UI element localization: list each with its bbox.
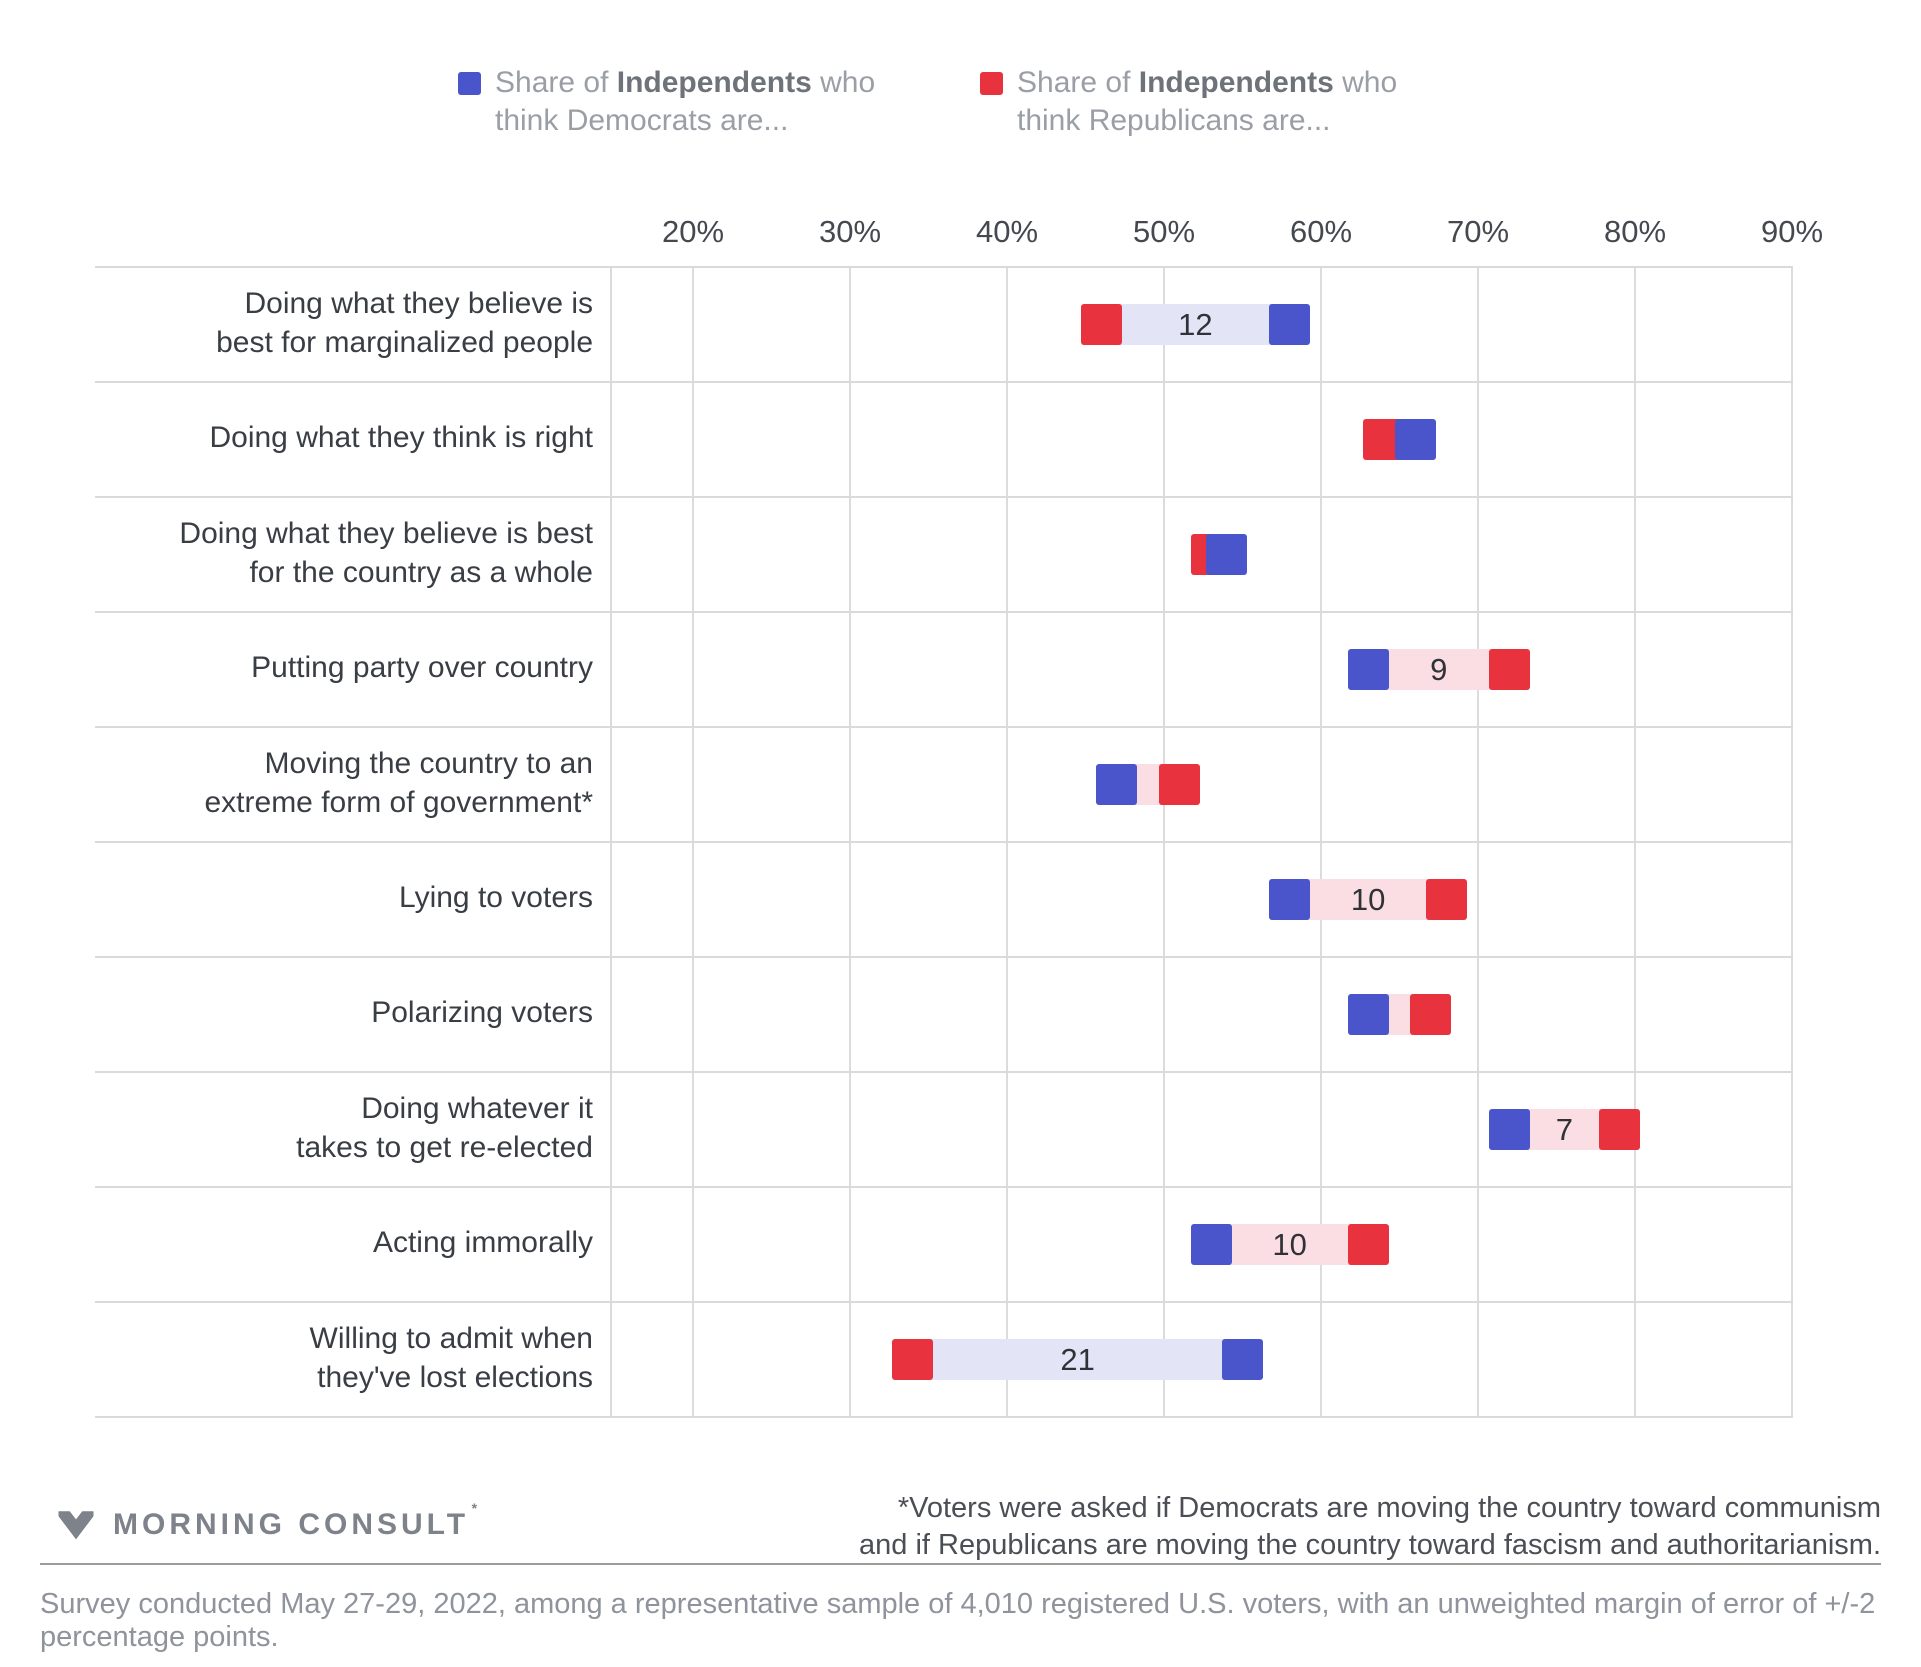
x-axis-tick-label: 90% (1760, 214, 1824, 249)
republicans-marker (892, 1339, 934, 1380)
gap-band (912, 1339, 1243, 1380)
category-label: Acting immorally (95, 1223, 593, 1262)
category-label: Doing whatever it takes to get re-elected (95, 1089, 593, 1167)
legend-item-democrats: Share of Independents who think Democrat… (458, 64, 875, 140)
morning-consult-m-icon (58, 1511, 94, 1540)
survey-note: Survey conducted May 27-29, 2022, among … (40, 1588, 1876, 1653)
legend-rep-bold: Independents (1138, 66, 1334, 99)
category-label-line: best for marginalized people (216, 325, 593, 359)
democrats-marker (1190, 1224, 1232, 1265)
category-label-line: Doing whatever it (361, 1091, 593, 1125)
row-separator (95, 956, 1793, 958)
category-label-line: they've lost elections (317, 1360, 593, 1394)
row-separator (95, 841, 1793, 843)
gap-value-label: 21 (1060, 1342, 1095, 1377)
republicans-marker (1159, 764, 1201, 805)
legend-dem-bold: Independents (616, 66, 812, 99)
category-label-line: takes to get re-elected (296, 1130, 593, 1164)
row-separator (95, 266, 1793, 268)
gap-band (1101, 304, 1290, 345)
gap-band (1368, 649, 1510, 690)
category-label-line: Lying to voters (399, 881, 593, 914)
category-label-line: Doing what they believe is (244, 286, 593, 320)
category-label: Doing what they think is right (95, 418, 593, 457)
category-label: Doing what they believe is best for margi… (95, 284, 593, 362)
republicans-marker (1410, 994, 1452, 1035)
democrats-marker (1096, 764, 1138, 805)
democrats-marker (1347, 649, 1389, 690)
democrats-marker (1222, 1339, 1263, 1380)
legend-rep-prefix: Share of (1017, 66, 1139, 99)
x-axis-tick-label: 70% (1446, 214, 1510, 249)
republicans-marker (1598, 1109, 1640, 1150)
legend-dem-line2: think Democrats are... (495, 104, 789, 137)
category-label: Moving the country to an extreme form of … (95, 744, 594, 822)
gap-band (1211, 1224, 1369, 1265)
row-separator (95, 381, 1793, 383)
democrats-marker (1394, 419, 1436, 460)
category-label: Doing what they believe is best for the c… (95, 514, 593, 592)
republicans-marker (1080, 304, 1122, 345)
chart-footnote: *Voters were asked if Democrats are movi… (859, 1490, 1881, 1564)
row-separator (95, 1186, 1793, 1188)
category-label-line: Putting party over country (251, 651, 593, 684)
footnote-line1: *Voters were asked if Democrats are movi… (897, 1492, 1881, 1524)
legend-rep-line2: think Republicans are... (1017, 104, 1331, 137)
x-axis-tick-label: 20% (661, 214, 725, 249)
category-label-line: extreme form of government* (204, 785, 594, 819)
gap-value-label: 7 (1555, 1112, 1573, 1147)
x-axis-tick-label: 40% (975, 214, 1039, 249)
footer-divider (40, 1563, 1881, 1565)
gap-value-label: 9 (1430, 652, 1448, 687)
category-label-line: Polarizing voters (371, 996, 593, 1029)
legend-rep-suffix: who (1333, 66, 1398, 99)
category-label: Lying to voters (95, 878, 593, 917)
gap-value-label: 10 (1350, 882, 1386, 917)
republicans-marker (1426, 879, 1468, 920)
category-label-line: for the country as a whole (249, 555, 593, 589)
category-label-line: Moving the country to an (264, 746, 593, 780)
category-label: Polarizing voters (95, 993, 593, 1032)
category-label-line: Willing to admit when (309, 1321, 593, 1355)
row-separator (95, 1301, 1793, 1303)
legend-dem-suffix: who (811, 66, 876, 99)
row-separator (95, 1071, 1793, 1073)
democrats-marker (1269, 879, 1311, 920)
gap-band (1289, 879, 1447, 920)
gap-value-label: 10 (1272, 1227, 1307, 1262)
democrats-marker (1206, 534, 1248, 575)
logo-text: MORNING CONSULT * (113, 1500, 482, 1541)
democrats-marker (1347, 994, 1389, 1035)
x-axis-tick-label: 60% (1289, 214, 1353, 249)
category-label-line: Doing what they think is right (209, 421, 593, 454)
democrats-swatch (458, 72, 481, 95)
morning-consult-logo: MORNING CONSULT * (55, 1500, 482, 1545)
row-separator (95, 726, 1793, 728)
republicans-marker (1347, 1224, 1389, 1265)
legend-item-republicans: Share of Independents who think Republic… (980, 64, 1397, 140)
republicans-marker (1488, 649, 1530, 690)
democrats-marker (1488, 1109, 1530, 1150)
legend-democrats-text: Share of Independents who think Democrat… (495, 64, 875, 140)
row-separator (95, 611, 1793, 613)
republicans-swatch (980, 72, 1003, 95)
x-axis-tick-label: 50% (1132, 214, 1196, 249)
gap-value-label: 12 (1178, 307, 1213, 342)
legend-dem-prefix: Share of (495, 66, 617, 99)
x-axis-tick-label: 80% (1603, 214, 1667, 249)
category-label-line: Acting immorally (372, 1226, 593, 1259)
row-separator (95, 1416, 1793, 1418)
x-axis-tick-label: 30% (818, 214, 882, 249)
category-label: Willing to admit when they've lost electi… (95, 1319, 593, 1397)
logo-trademark-dot: * (471, 1500, 482, 1516)
democrats-marker (1269, 304, 1311, 345)
legend-republicans-text: Share of Independents who think Republic… (1017, 64, 1397, 140)
row-separator (95, 496, 1793, 498)
footnote-line2: and if Republicans are moving the countr… (859, 1529, 1881, 1561)
category-label: Putting party over country (95, 648, 593, 687)
category-label-line: Doing what they believe is best (179, 516, 593, 550)
